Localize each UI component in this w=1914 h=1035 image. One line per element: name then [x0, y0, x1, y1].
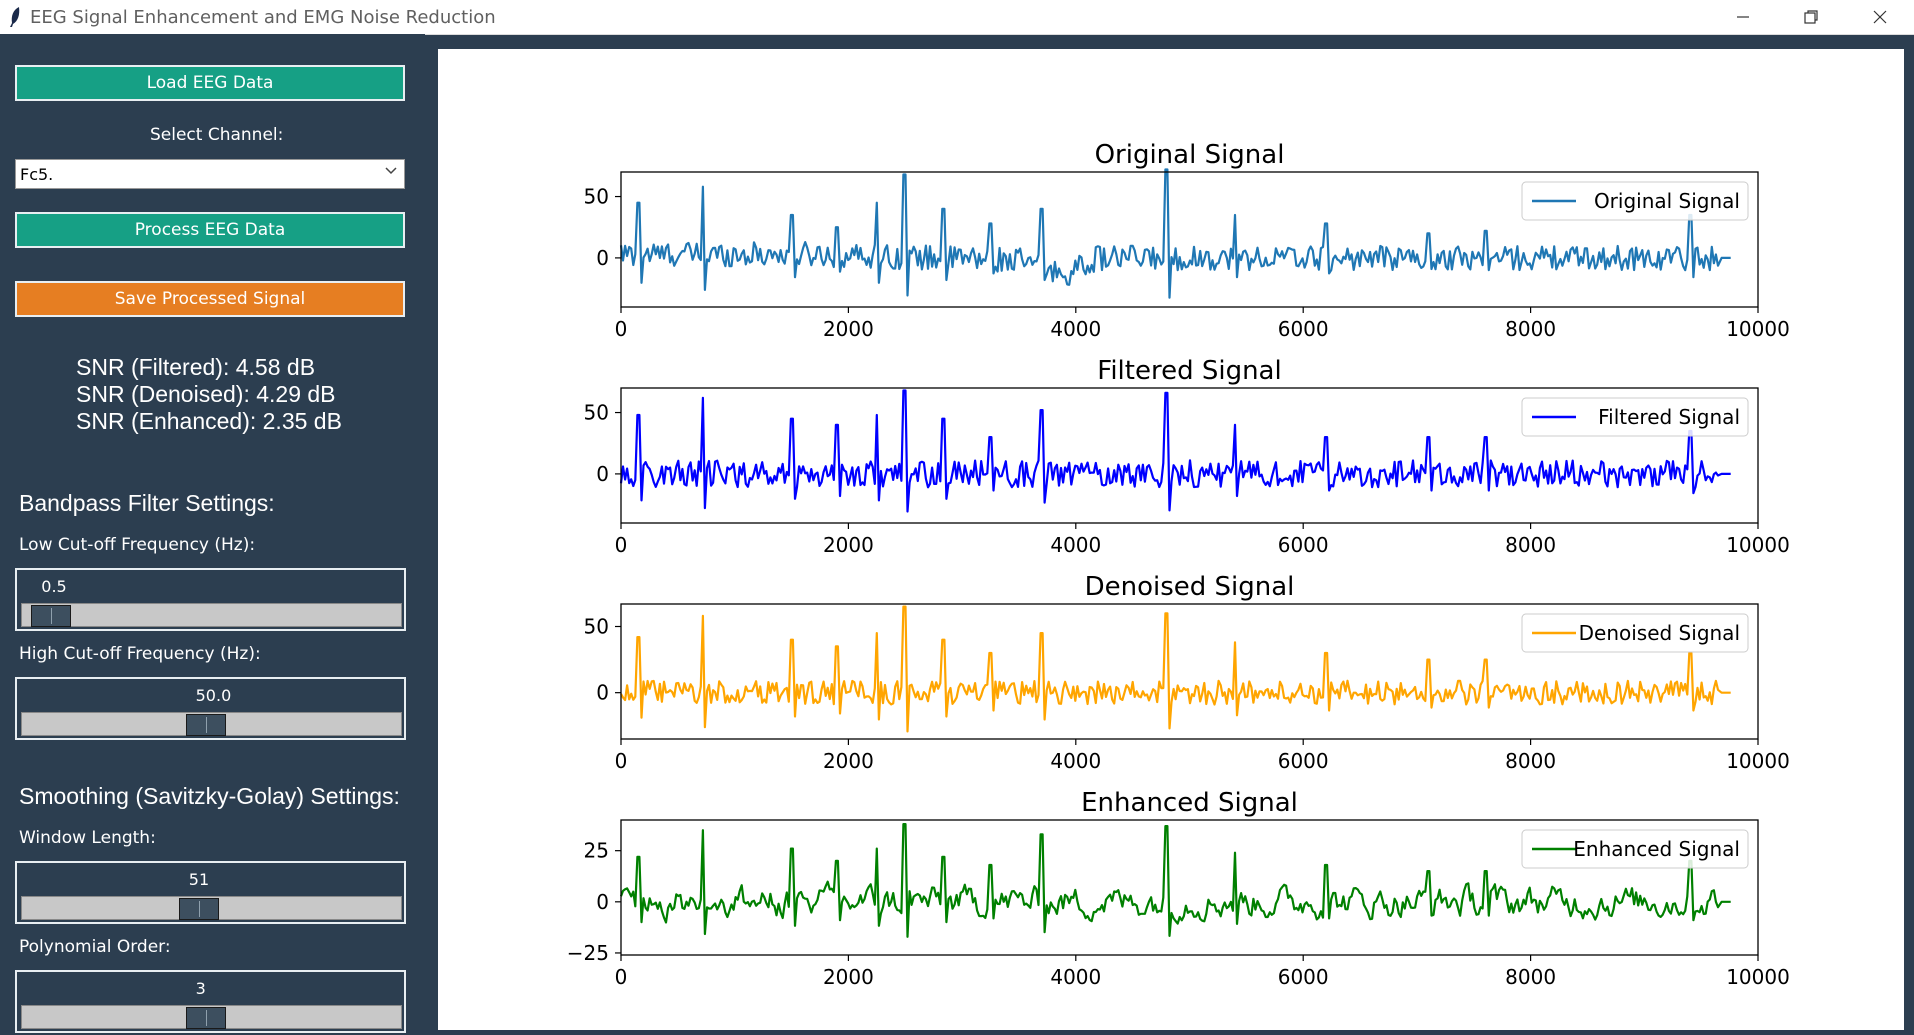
x-tick-label: 6000	[1278, 749, 1329, 773]
y-tick-label: 0	[596, 681, 609, 705]
signal-charts: Original Signal 0 2000 4000 6000 8000 10000 0 50…	[567, 140, 1790, 989]
x-tick-label: 0	[615, 317, 628, 341]
high-cutoff-value: 50.0	[195, 686, 232, 705]
legend-box	[1521, 397, 1749, 437]
slider-handle[interactable]	[31, 605, 72, 627]
plot-canvas: Original Signal 0 2000 4000 6000 8000 10000 0 50…	[438, 49, 1904, 1030]
control-sidebar: Load EEG Data Select Channel: Fc5. Proce…	[0, 34, 425, 1033]
x-tick-label: 10000	[1726, 533, 1790, 557]
minimize-icon[interactable]	[1709, 0, 1777, 34]
chart-title: Denoised Signal	[1085, 572, 1295, 602]
window-length-value: 51	[188, 870, 210, 889]
legend-box	[1521, 613, 1749, 653]
snr-enhanced: SNR (Enhanced): 2.35 dB	[76, 408, 342, 434]
x-tick-label: 0	[615, 965, 628, 989]
x-tick-label: 6000	[1278, 317, 1329, 341]
legend-box	[1521, 829, 1749, 869]
x-tick-label: 8000	[1505, 533, 1556, 557]
x-tick-label: 2000	[823, 965, 874, 989]
legend-label: Filtered Signal	[1598, 405, 1740, 429]
channel-select-value: Fc5.	[20, 165, 54, 184]
x-tick-label: 10000	[1726, 317, 1790, 341]
y-tick-label: −25	[567, 941, 609, 965]
chart-title: Original Signal	[1095, 140, 1285, 170]
x-tick-label: 10000	[1726, 749, 1790, 773]
load-eeg-button[interactable]: Load EEG Data	[15, 65, 405, 101]
plot-frame	[620, 603, 1759, 740]
chart-legend: Enhanced Signal	[1521, 829, 1749, 869]
y-tick-label: 50	[584, 401, 609, 425]
poly-order-label: Polynomial Order:	[19, 937, 171, 957]
bandpass-heading: Bandpass Filter Settings:	[19, 490, 275, 516]
restore-icon[interactable]	[1777, 0, 1845, 34]
chart-title: Filtered Signal	[1097, 356, 1281, 386]
x-tick-label: 2000	[823, 317, 874, 341]
feather-icon	[10, 7, 20, 27]
plot-frame	[620, 819, 1759, 956]
x-tick-label: 6000	[1278, 965, 1329, 989]
legend-box	[1521, 181, 1749, 221]
save-signal-button[interactable]: Save Processed Signal	[15, 281, 405, 317]
chart-legend: Original Signal	[1521, 181, 1749, 221]
y-tick-label: 50	[584, 185, 609, 209]
low-cutoff-slider[interactable]: 0.5	[15, 568, 406, 631]
plot-frame	[620, 171, 1759, 308]
y-tick-label: 0	[596, 246, 609, 270]
x-tick-label: 4000	[1050, 965, 1101, 989]
x-tick-label: 2000	[823, 533, 874, 557]
process-eeg-button[interactable]: Process EEG Data	[15, 212, 405, 248]
x-tick-label: 8000	[1505, 317, 1556, 341]
x-tick-label: 8000	[1505, 749, 1556, 773]
series-line	[620, 605, 1731, 733]
plot-frame	[620, 387, 1759, 524]
select-channel-label: Select Channel:	[150, 125, 284, 145]
channel-select[interactable]: Fc5.	[15, 159, 405, 189]
slider-handle[interactable]	[178, 898, 219, 920]
chart-4: Enhanced Signal 0 2000 4000 6000 8000 10000 −25…	[567, 788, 1790, 989]
slider-handle[interactable]	[185, 1007, 226, 1029]
snr-filtered: SNR (Filtered): 4.58 dB	[76, 354, 316, 380]
window-title: EEG Signal Enhancement and EMG Noise Red…	[30, 7, 496, 28]
y-tick-label: 0	[596, 462, 609, 486]
x-tick-label: 4000	[1050, 749, 1101, 773]
legend-label: Denoised Signal	[1579, 621, 1740, 645]
smoothing-heading: Smoothing (Savitzky-Golay) Settings:	[19, 783, 400, 809]
slider-handle[interactable]	[185, 714, 226, 736]
x-tick-label: 0	[615, 749, 628, 773]
window-titlebar: EEG Signal Enhancement and EMG Noise Red…	[0, 0, 1914, 35]
x-tick-label: 8000	[1505, 965, 1556, 989]
series-line	[619, 823, 1731, 938]
legend-label: Original Signal	[1594, 189, 1740, 213]
x-tick-label: 6000	[1278, 533, 1329, 557]
snr-denoised: SNR (Denoised): 4.29 dB	[76, 381, 336, 407]
chart-title: Enhanced Signal	[1081, 788, 1298, 818]
legend-label: Enhanced Signal	[1573, 837, 1740, 861]
chart-2: Filtered Signal 0 2000 4000 6000 8000 10000 0 50…	[584, 356, 1790, 557]
chart-legend: Filtered Signal	[1521, 397, 1749, 437]
slider-trough[interactable]	[21, 603, 402, 627]
x-tick-label: 10000	[1726, 965, 1790, 989]
y-tick-label: 25	[584, 839, 609, 863]
x-tick-label: 2000	[823, 749, 874, 773]
high-cutoff-label: High Cut-off Frequency (Hz):	[19, 644, 261, 664]
y-tick-label: 0	[596, 890, 609, 914]
low-cutoff-label: Low Cut-off Frequency (Hz):	[19, 535, 256, 555]
chevron-down-icon	[384, 163, 398, 181]
y-tick-label: 50	[584, 615, 609, 639]
low-cutoff-value: 0.5	[41, 577, 67, 596]
close-icon[interactable]	[1846, 0, 1914, 34]
window-length-slider[interactable]: 51	[15, 861, 406, 924]
poly-order-value: 3	[195, 979, 206, 998]
series-line	[619, 389, 1731, 513]
chart-legend: Denoised Signal	[1521, 613, 1749, 653]
high-cutoff-slider[interactable]: 50.0	[15, 677, 406, 740]
window-length-label: Window Length:	[19, 828, 156, 848]
poly-order-slider[interactable]: 3	[15, 970, 406, 1033]
x-tick-label: 4000	[1050, 533, 1101, 557]
x-tick-label: 0	[615, 533, 628, 557]
x-tick-label: 4000	[1050, 317, 1101, 341]
chart-3: Denoised Signal 0 2000 4000 6000 8000 10000 0 50…	[584, 572, 1790, 773]
series-line	[619, 168, 1731, 299]
chart-1: Original Signal 0 2000 4000 6000 8000 10000 0 50…	[584, 140, 1790, 341]
